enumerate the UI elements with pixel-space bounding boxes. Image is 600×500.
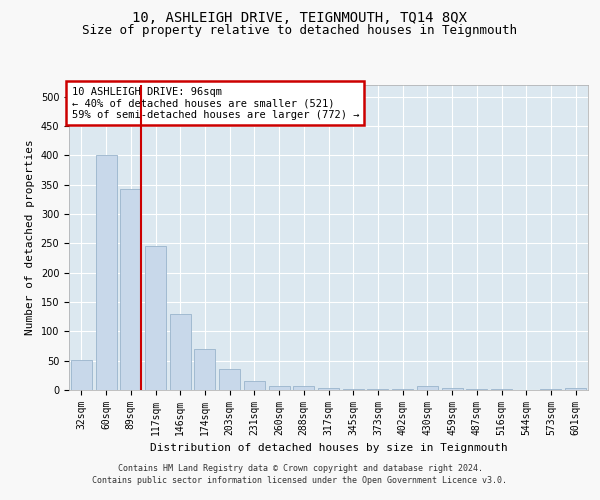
Bar xyxy=(269,386,290,390)
X-axis label: Distribution of detached houses by size in Teignmouth: Distribution of detached houses by size … xyxy=(149,444,508,454)
Bar xyxy=(244,380,265,390)
Bar xyxy=(194,349,215,390)
Bar xyxy=(170,314,191,390)
Text: 10, ASHLEIGH DRIVE, TEIGNMOUTH, TQ14 8QX: 10, ASHLEIGH DRIVE, TEIGNMOUTH, TQ14 8QX xyxy=(133,11,467,25)
Text: Contains public sector information licensed under the Open Government Licence v3: Contains public sector information licen… xyxy=(92,476,508,485)
Text: 10 ASHLEIGH DRIVE: 96sqm
← 40% of detached houses are smaller (521)
59% of semi-: 10 ASHLEIGH DRIVE: 96sqm ← 40% of detach… xyxy=(71,86,359,120)
Y-axis label: Number of detached properties: Number of detached properties xyxy=(25,140,35,336)
Bar xyxy=(71,360,92,390)
Bar xyxy=(343,389,364,390)
Bar xyxy=(318,388,339,390)
Text: Contains HM Land Registry data © Crown copyright and database right 2024.: Contains HM Land Registry data © Crown c… xyxy=(118,464,482,473)
Bar xyxy=(565,388,586,390)
Bar xyxy=(145,246,166,390)
Bar xyxy=(219,369,240,390)
Bar xyxy=(95,155,116,390)
Bar xyxy=(442,388,463,390)
Text: Size of property relative to detached houses in Teignmouth: Size of property relative to detached ho… xyxy=(83,24,517,37)
Bar xyxy=(417,386,438,390)
Bar xyxy=(293,386,314,390)
Bar xyxy=(120,189,141,390)
